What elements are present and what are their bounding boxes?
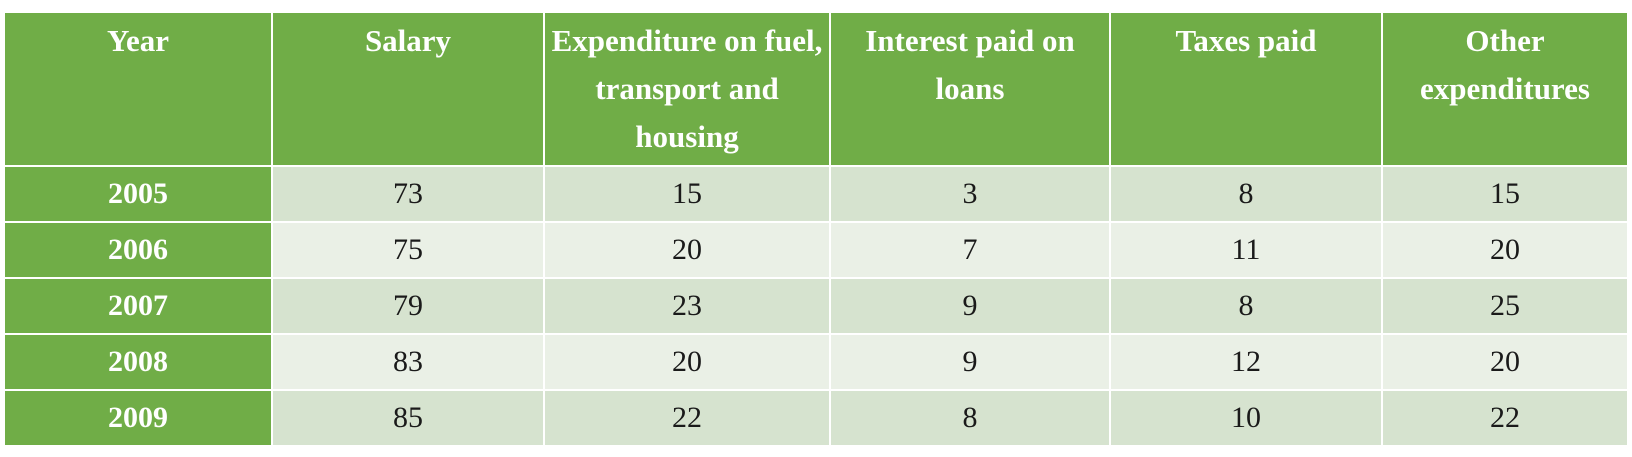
- salary-cell: 75: [271, 221, 545, 279]
- header-year: Year: [3, 11, 273, 167]
- other-expenditures-cell: 22: [1381, 389, 1629, 447]
- other-expenditures-cell: 25: [1381, 277, 1629, 335]
- expenditure-table-container: Year Salary Expenditure on fuel, transpo…: [3, 11, 1629, 447]
- row-year-cell: 2005: [3, 165, 273, 223]
- table-row: 2008 83 20 9 12 20: [3, 333, 1629, 391]
- salary-cell: 85: [271, 389, 545, 447]
- taxes-paid-cell: 11: [1109, 221, 1383, 279]
- header-taxes-paid: Taxes paid: [1109, 11, 1383, 167]
- row-year-cell: 2006: [3, 221, 273, 279]
- interest-paid-cell: 8: [829, 389, 1111, 447]
- table-row: 2006 75 20 7 11 20: [3, 221, 1629, 279]
- table-row: 2007 79 23 9 8 25: [3, 277, 1629, 335]
- salary-cell: 83: [271, 333, 545, 391]
- row-year-cell: 2008: [3, 333, 273, 391]
- salary-cell: 73: [271, 165, 545, 223]
- other-expenditures-cell: 20: [1381, 333, 1629, 391]
- fuel-transport-housing-cell: 22: [543, 389, 831, 447]
- salary-cell: 79: [271, 277, 545, 335]
- header-interest-paid: Interest paid on loans: [829, 11, 1111, 167]
- fuel-transport-housing-cell: 20: [543, 221, 831, 279]
- row-year-cell: 2009: [3, 389, 273, 447]
- taxes-paid-cell: 10: [1109, 389, 1383, 447]
- header-salary: Salary: [271, 11, 545, 167]
- other-expenditures-cell: 20: [1381, 221, 1629, 279]
- other-expenditures-cell: 15: [1381, 165, 1629, 223]
- taxes-paid-cell: 8: [1109, 165, 1383, 223]
- taxes-paid-cell: 8: [1109, 277, 1383, 335]
- row-year-cell: 2007: [3, 277, 273, 335]
- header-fuel-transport-housing: Expenditure on fuel, transport and housi…: [543, 11, 831, 167]
- taxes-paid-cell: 12: [1109, 333, 1383, 391]
- interest-paid-cell: 9: [829, 277, 1111, 335]
- interest-paid-cell: 3: [829, 165, 1111, 223]
- interest-paid-cell: 9: [829, 333, 1111, 391]
- header-row: Year Salary Expenditure on fuel, transpo…: [3, 11, 1629, 167]
- fuel-transport-housing-cell: 15: [543, 165, 831, 223]
- table-row: 2005 73 15 3 8 15: [3, 165, 1629, 223]
- table-row: 2009 85 22 8 10 22: [3, 389, 1629, 447]
- interest-paid-cell: 7: [829, 221, 1111, 279]
- expenditure-table: Year Salary Expenditure on fuel, transpo…: [3, 11, 1629, 447]
- fuel-transport-housing-cell: 23: [543, 277, 831, 335]
- fuel-transport-housing-cell: 20: [543, 333, 831, 391]
- header-other-expenditures: Other expenditures: [1381, 11, 1629, 167]
